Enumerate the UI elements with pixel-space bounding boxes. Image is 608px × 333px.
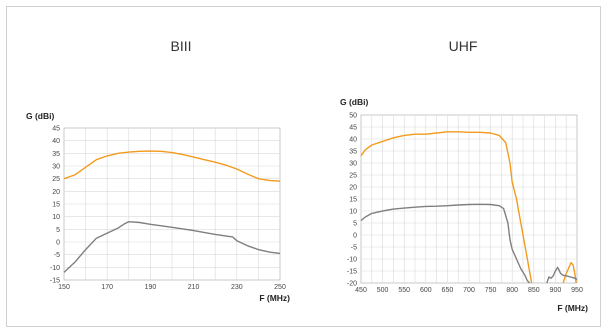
series-line-gray	[360, 203, 531, 284]
y-tick-label: -10	[50, 265, 60, 272]
y-tick-label: 10	[52, 214, 60, 221]
x-tick-label: 170	[101, 284, 113, 291]
x-tick-label: 190	[145, 284, 157, 291]
y-tick-label: 30	[349, 161, 357, 168]
y-tick-label: 10	[349, 209, 357, 216]
y-tick-label: 25	[52, 176, 60, 183]
y-tick-label: 45	[52, 126, 60, 133]
y-tick-label: 20	[52, 189, 60, 196]
y-tick-label: 15	[52, 202, 60, 209]
y-tick-label: 0	[353, 233, 357, 240]
y-tick-label: 40	[349, 137, 357, 144]
series-line-gray	[63, 221, 281, 273]
y-tick-label: -5	[54, 252, 60, 259]
y-tick-label: 5	[353, 221, 357, 228]
x-axis-label-biii: F (MHz)	[259, 293, 290, 303]
y-tick-label: -5	[351, 245, 357, 252]
y-axis-label-uhf: G (dBi)	[340, 97, 368, 107]
y-tick-label: -20	[347, 281, 357, 288]
x-tick-label: 900	[550, 287, 562, 294]
x-tick-label: 230	[231, 284, 243, 291]
x-axis-label-uhf: F (MHz)	[557, 303, 588, 313]
y-tick-label: 25	[349, 173, 357, 180]
y-tick-label: 15	[349, 197, 357, 204]
x-tick-label: 750	[485, 287, 497, 294]
y-tick-label: 35	[349, 149, 357, 156]
x-tick-label: 500	[377, 287, 389, 294]
series-line-orange	[63, 150, 281, 182]
x-tick-label: 650	[442, 287, 454, 294]
series-line-tail-gray	[546, 266, 578, 284]
y-tick-label: 5	[56, 227, 60, 234]
x-tick-label: 450	[355, 287, 367, 294]
x-tick-label: 600	[420, 287, 432, 294]
y-tick-label: 20	[349, 185, 357, 192]
series-line-orange	[360, 131, 533, 284]
y-tick-label: 35	[52, 151, 60, 158]
x-tick-label: 550	[398, 287, 410, 294]
x-tick-label: 850	[528, 287, 540, 294]
y-axis-label-biii: G (dBi)	[26, 111, 54, 121]
y-tick-label: -10	[347, 257, 357, 264]
y-tick-label: 50	[349, 113, 357, 120]
chart-title-uhf: UHF	[449, 38, 478, 54]
x-tick-label: 150	[58, 284, 70, 291]
x-tick-label: 950	[571, 287, 583, 294]
y-tick-label: 45	[349, 125, 357, 132]
x-tick-label: 700	[463, 287, 475, 294]
chart-title-biii: BIII	[170, 38, 191, 54]
y-tick-label: -15	[347, 269, 357, 276]
x-tick-label: 250	[274, 284, 286, 291]
y-tick-label: 30	[52, 164, 60, 171]
x-tick-label: 210	[188, 284, 200, 291]
x-tick-label: 800	[506, 287, 518, 294]
y-tick-label: -15	[50, 278, 60, 285]
y-tick-label: 0	[56, 240, 60, 247]
y-tick-label: 40	[52, 138, 60, 145]
